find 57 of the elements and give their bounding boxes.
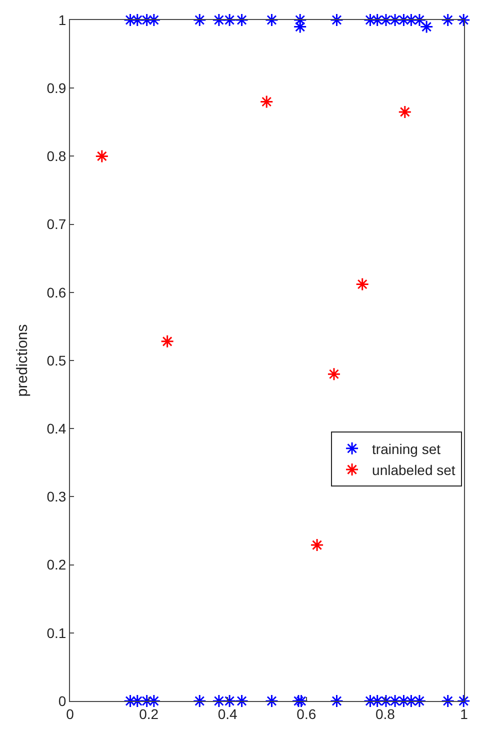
point (404, 694, 418, 708)
point (388, 13, 402, 27)
point (330, 13, 344, 27)
point (260, 94, 274, 108)
x-tick-label: 1 (460, 706, 468, 722)
point (310, 538, 324, 552)
y-tick-label: 0.7 (46, 216, 66, 232)
point (327, 367, 341, 381)
y-tick-label: 1 (58, 12, 66, 28)
x-tick-label: 0.4 (218, 706, 238, 722)
point (404, 13, 418, 27)
point (235, 694, 249, 708)
point (264, 13, 278, 27)
point (264, 694, 278, 708)
point (398, 105, 412, 119)
y-tick-label: 0.8 (46, 148, 66, 164)
y-tick-label: 0.1 (46, 624, 66, 641)
point (192, 13, 206, 27)
y-tick-label: 0.5 (46, 352, 66, 368)
y-tick-label: 0.4 (46, 420, 66, 436)
y-tick-label: 0 (58, 692, 66, 709)
y-tick-label: 0.9 (46, 80, 66, 96)
point (441, 694, 455, 708)
y-axis-title: predictions (14, 324, 31, 397)
y-tick-label: 0.2 (46, 556, 66, 573)
point (379, 694, 393, 708)
point (212, 694, 226, 708)
point (379, 13, 393, 27)
point (160, 334, 174, 348)
point (456, 694, 470, 708)
point (293, 20, 307, 34)
x-tick-label: 0.8 (375, 706, 396, 722)
point (396, 13, 410, 27)
point (294, 694, 308, 708)
point (420, 20, 434, 34)
y-tick-label: 0.3 (46, 488, 66, 505)
point (456, 13, 470, 27)
x-tick-label: 0.2 (139, 706, 159, 722)
legend-label: unlabeled set (372, 462, 456, 478)
x-tick-label: 0.6 (296, 706, 316, 722)
y-tick-label: 0.6 (46, 284, 66, 300)
point (292, 694, 306, 708)
point (235, 13, 249, 27)
point (388, 694, 402, 708)
point (95, 149, 109, 163)
point (192, 694, 206, 708)
point (356, 277, 370, 291)
point (222, 694, 236, 708)
legend-label: training set (372, 440, 441, 457)
point (441, 13, 455, 27)
point (212, 13, 226, 27)
point (222, 13, 236, 27)
point (293, 13, 307, 27)
point (396, 694, 410, 708)
point (412, 13, 426, 27)
point (330, 694, 344, 708)
point (412, 694, 426, 708)
